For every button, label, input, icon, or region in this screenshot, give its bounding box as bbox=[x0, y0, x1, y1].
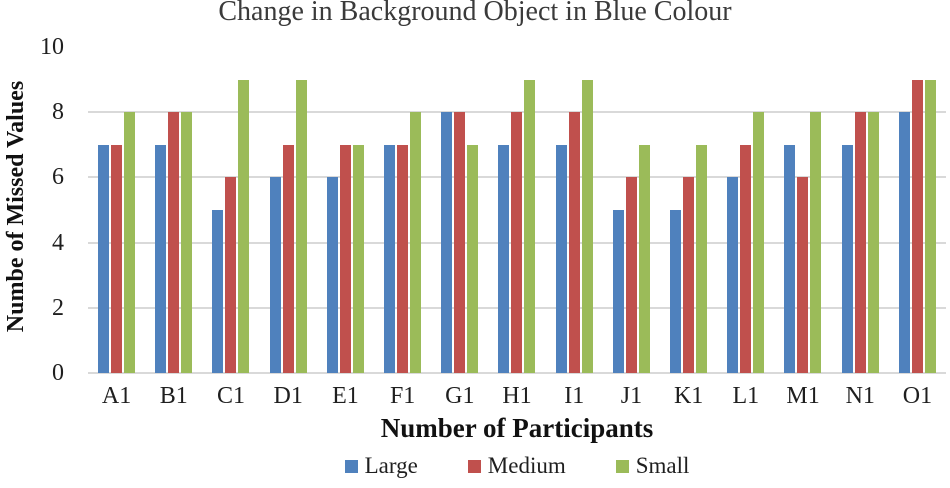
bar-medium-E1 bbox=[339, 144, 351, 373]
bar-small-K1 bbox=[695, 144, 707, 373]
x-tick-label-J1: J1 bbox=[620, 383, 643, 409]
bar-large-O1 bbox=[898, 112, 910, 373]
bar-group-K1 bbox=[669, 144, 707, 373]
bar-small-M1 bbox=[810, 112, 822, 373]
bar-medium-I1 bbox=[568, 112, 580, 373]
bar-groups bbox=[88, 47, 946, 373]
bar-group-A1 bbox=[98, 112, 136, 373]
y-tick-label-0: 0 bbox=[52, 360, 64, 386]
bar-group-G1 bbox=[441, 112, 479, 373]
y-axis-title-container: Numbe of Missed Values bbox=[0, 40, 34, 373]
bar-large-K1 bbox=[669, 210, 681, 373]
bar-group-M1 bbox=[784, 112, 822, 373]
bar-group-O1 bbox=[898, 79, 936, 373]
x-tick-label-C1: C1 bbox=[217, 383, 246, 409]
bar-medium-G1 bbox=[454, 112, 466, 373]
x-tick-label-H1: H1 bbox=[502, 383, 532, 409]
bar-small-N1 bbox=[867, 112, 879, 373]
bar-small-F1 bbox=[410, 112, 422, 373]
bar-small-G1 bbox=[467, 144, 479, 373]
y-tick-label-10: 10 bbox=[40, 34, 64, 60]
bar-small-A1 bbox=[124, 112, 136, 373]
legend-item-large: Large bbox=[344, 453, 418, 479]
x-tick-label-D1: D1 bbox=[273, 383, 303, 409]
bar-large-N1 bbox=[841, 144, 853, 373]
bar-small-J1 bbox=[638, 144, 650, 373]
bar-medium-D1 bbox=[282, 144, 294, 373]
bar-large-H1 bbox=[498, 144, 510, 373]
bar-medium-F1 bbox=[397, 144, 409, 373]
plot-area bbox=[88, 47, 946, 374]
legend-swatch-medium bbox=[467, 459, 481, 473]
chart-title: Change in Background Object in Blue Colo… bbox=[218, 0, 732, 27]
bar-medium-A1 bbox=[111, 144, 123, 373]
x-tick-label-M1: M1 bbox=[786, 383, 820, 409]
x-tick-label-O1: O1 bbox=[902, 383, 933, 409]
x-tick-label-B1: B1 bbox=[159, 383, 188, 409]
legend-label-medium: Medium bbox=[487, 453, 566, 478]
x-tick-label-G1: G1 bbox=[445, 383, 475, 409]
x-tick-label-E1: E1 bbox=[332, 383, 359, 409]
bar-small-B1 bbox=[181, 112, 193, 373]
bar-large-C1 bbox=[212, 210, 224, 373]
bar-medium-K1 bbox=[682, 177, 694, 373]
bar-large-D1 bbox=[269, 177, 281, 373]
x-tick-label-L1: L1 bbox=[732, 383, 760, 409]
bar-large-J1 bbox=[612, 210, 624, 373]
x-tick-label-F1: F1 bbox=[389, 383, 416, 409]
bar-small-O1 bbox=[924, 79, 936, 373]
bar-large-L1 bbox=[727, 177, 739, 373]
y-tick-label-2: 2 bbox=[52, 294, 64, 321]
bar-group-J1 bbox=[612, 144, 650, 373]
bar-group-B1 bbox=[155, 112, 193, 373]
legend-swatch-large bbox=[344, 459, 358, 473]
bar-small-E1 bbox=[352, 144, 364, 373]
bar-group-L1 bbox=[727, 112, 765, 373]
x-tick-label-A1: A1 bbox=[101, 383, 132, 409]
y-tick-label-6: 6 bbox=[52, 164, 64, 191]
bar-large-F1 bbox=[384, 144, 396, 373]
legend-item-small: Small bbox=[615, 453, 690, 479]
bar-medium-J1 bbox=[625, 177, 637, 373]
bar-medium-H1 bbox=[511, 112, 523, 373]
bar-large-A1 bbox=[98, 144, 110, 373]
bar-group-E1 bbox=[326, 144, 364, 373]
legend-item-medium: Medium bbox=[467, 453, 566, 479]
x-tick-label-I1: I1 bbox=[564, 383, 585, 409]
bar-medium-M1 bbox=[797, 177, 809, 373]
bar-small-H1 bbox=[524, 79, 536, 373]
bar-group-C1 bbox=[212, 79, 250, 373]
bar-small-L1 bbox=[753, 112, 765, 373]
bar-group-H1 bbox=[498, 79, 536, 373]
bar-medium-O1 bbox=[911, 79, 923, 373]
bar-group-I1 bbox=[555, 79, 593, 373]
bar-medium-C1 bbox=[225, 177, 237, 373]
bar-large-E1 bbox=[326, 177, 338, 373]
bar-medium-L1 bbox=[740, 144, 752, 373]
bar-large-G1 bbox=[441, 112, 453, 373]
bar-large-B1 bbox=[155, 144, 167, 373]
bar-small-I1 bbox=[581, 79, 593, 373]
legend-label-large: Large bbox=[364, 453, 418, 478]
x-tick-label-K1: K1 bbox=[673, 383, 704, 409]
bar-small-D1 bbox=[295, 79, 307, 373]
y-tick-label-8: 8 bbox=[52, 99, 64, 126]
bar-small-C1 bbox=[238, 79, 250, 373]
legend-swatch-small bbox=[615, 459, 629, 473]
legend: Large Medium Small bbox=[88, 451, 946, 481]
bar-large-M1 bbox=[784, 144, 796, 373]
bar-group-F1 bbox=[384, 112, 422, 373]
x-tick-label-N1: N1 bbox=[845, 383, 875, 409]
y-tick-label-4: 4 bbox=[52, 229, 64, 256]
bar-large-I1 bbox=[555, 144, 567, 373]
bar-group-D1 bbox=[269, 79, 307, 373]
x-axis-tick-labels: A1 B1 C1 D1 E1 F1 G1 H1 I1 J1 K1 L1 M1 N1 O1 bbox=[88, 383, 946, 410]
legend-label-small: Small bbox=[635, 453, 690, 478]
bar-medium-B1 bbox=[168, 112, 180, 373]
x-axis-title: Number of Participants bbox=[380, 413, 654, 443]
bar-group-N1 bbox=[841, 112, 879, 373]
bar-medium-N1 bbox=[854, 112, 866, 373]
gridline-y-0 bbox=[88, 372, 946, 374]
